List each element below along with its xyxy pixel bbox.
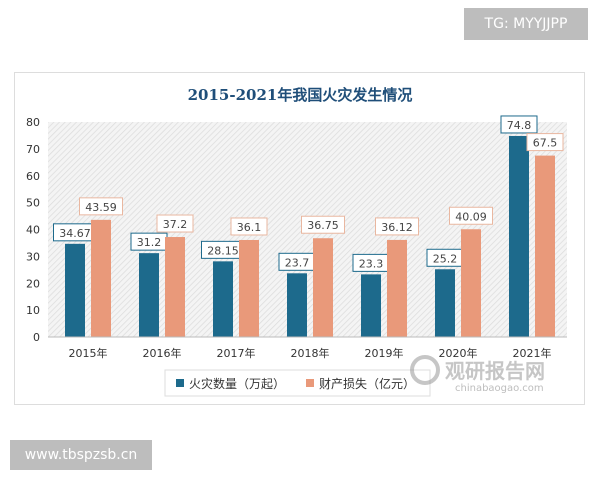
fires-bar [509,135,529,337]
fires-bar [139,253,159,337]
y-tick-label: 20 [26,277,40,290]
watermark-top: TG: MYYJJPP [464,8,588,40]
fires-bar [213,261,233,337]
legend: 火灾数量（万起） 财产损失（亿元） [164,369,431,397]
y-tick-label: 80 [26,116,40,129]
data-label-box [79,197,123,216]
y-tick-label: 50 [26,197,40,210]
loss-bar [461,229,481,337]
loss-bar [165,237,185,337]
data-label: 34.67 [59,227,91,240]
data-label: 23.3 [359,257,384,270]
x-tick-label: 2016年 [143,346,182,360]
loss-bar [91,219,111,337]
legend-label-fires: 火灾数量（万起） [189,376,285,391]
x-tick-label: 2015年 [69,346,108,360]
y-tick-label: 70 [26,143,40,156]
y-tick-label: 30 [26,250,40,263]
data-label: 25.2 [433,252,458,265]
data-label-box [449,206,493,225]
legend-swatch-fires [176,379,184,387]
legend-swatch-loss [306,379,314,387]
data-label: 40.09 [455,210,487,223]
data-label: 74.8 [507,119,532,132]
logo-watermark: 观研报告网 chinabaogao.com [410,355,545,394]
loss-bar [535,155,555,337]
legend-label-loss: 财产损失（亿元） [319,376,415,391]
data-label-box [230,217,268,236]
data-label: 36.12 [381,221,413,234]
logo-name: 观研报告网 [445,359,545,383]
data-label: 23.7 [285,256,310,269]
data-label-box [301,215,345,234]
fires-bar [361,274,381,337]
fires-bar [435,269,455,337]
watermark-bottom: www.tbspzsb.cn [10,440,152,470]
data-label-box [500,115,538,134]
fires-bar [287,273,307,337]
data-label: 43.59 [85,201,117,214]
x-tick-label: 2018年 [291,346,330,360]
data-label: 31.2 [137,236,162,249]
data-label: 36.75 [307,219,339,232]
data-label-box [526,133,564,152]
loss-bar [239,239,259,337]
data-label-box [156,214,194,233]
y-tick-label: 10 [26,304,40,317]
fires-bar [65,243,85,337]
chart-frame [14,72,585,405]
loss-bar [313,238,333,337]
y-tick-label: 40 [26,224,40,237]
x-tick-label: 2017年 [217,346,256,360]
logo-url: chinabaogao.com [455,383,544,394]
data-label: 28.15 [207,244,239,257]
y-tick-label: 0 [33,331,40,344]
chart-title: 2015-2021年我国火灾发生情况 [188,86,413,104]
x-tick-label: 2021年 [513,346,552,360]
y-tick-label: 60 [26,170,40,183]
data-label-box [375,217,419,236]
x-tick-label: 2020年 [439,346,478,360]
loss-bar [387,239,407,337]
data-label: 36.1 [237,221,262,234]
data-label: 37.2 [163,218,188,231]
data-label: 67.5 [533,137,558,150]
x-tick-label: 2019年 [365,346,404,360]
